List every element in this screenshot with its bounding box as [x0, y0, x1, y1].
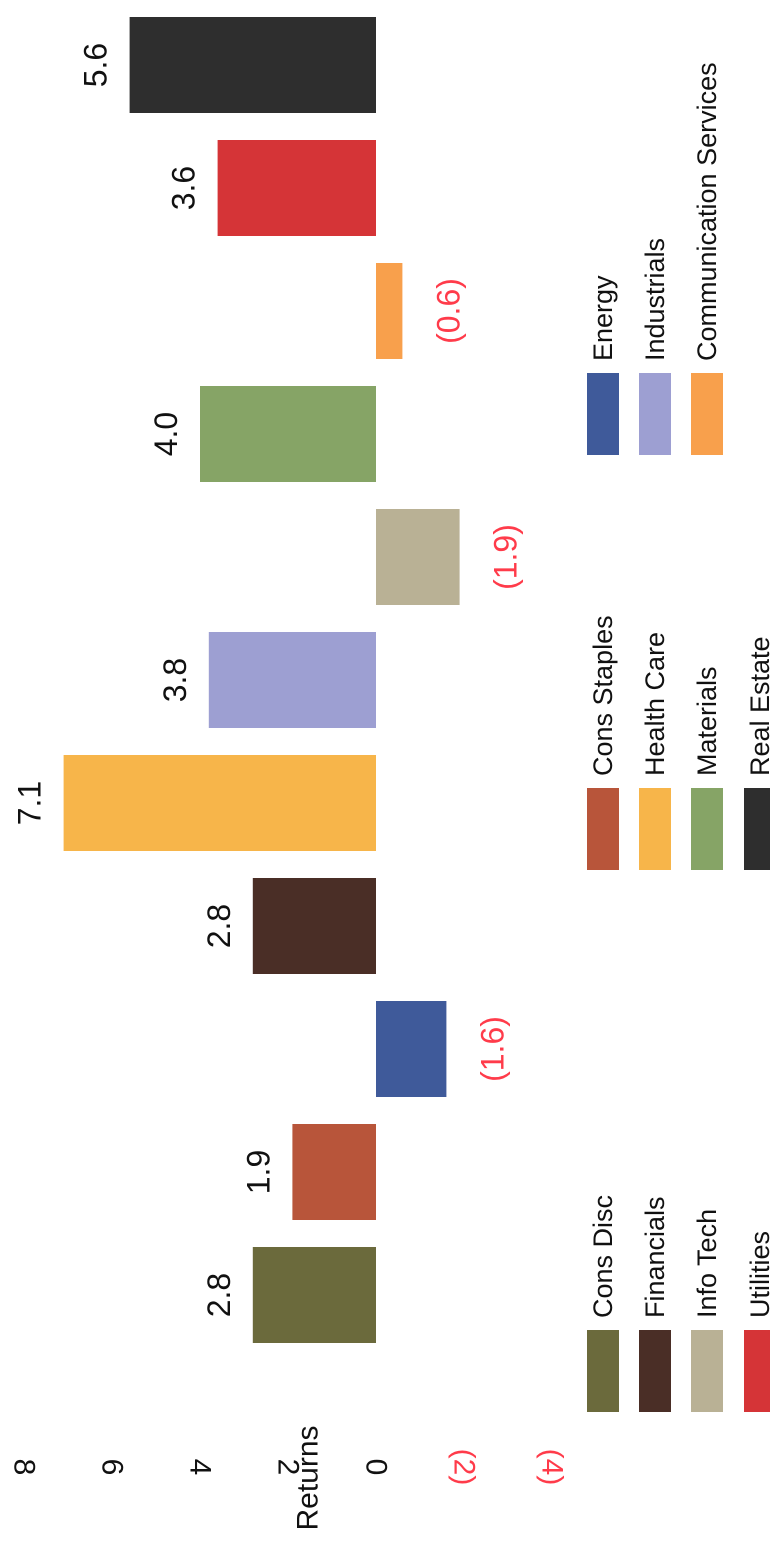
legend-swatch-industrials: [639, 373, 671, 455]
data-label: (1.6): [474, 1016, 510, 1082]
legend-label-info-tech: Info Tech: [692, 1209, 722, 1318]
legend-label-financials: Financials: [640, 1196, 670, 1318]
bar-materials: [200, 386, 376, 482]
legend-label-real-estate: Real Estate: [745, 636, 770, 776]
data-label: (0.6): [430, 278, 466, 344]
bar-utilities: [217, 140, 376, 236]
y-tick-label: 8: [8, 1459, 41, 1476]
y-tick-label: 6: [96, 1459, 129, 1476]
data-label: 2.8: [201, 1273, 237, 1317]
data-label: 2.8: [201, 904, 237, 948]
legend-swatch-real-estate: [744, 788, 770, 870]
data-label: 1.9: [240, 1150, 276, 1194]
legend-label-materials: Materials: [692, 666, 722, 776]
legend-swatch-communication-services: [691, 373, 723, 455]
data-label: 4.0: [148, 412, 184, 456]
legend-label-health-care: Health Care: [640, 632, 670, 776]
bar-energy: [376, 1001, 447, 1097]
bar-info-tech: [376, 509, 460, 605]
data-label: 7.1: [12, 781, 48, 825]
data-label: 5.6: [78, 43, 114, 87]
legend-swatch-materials: [691, 788, 723, 870]
legend-swatch-cons-staples: [587, 788, 619, 870]
legend-label-industrials: Industrials: [640, 238, 670, 361]
data-label: 3.6: [166, 166, 202, 210]
legend-swatch-info-tech: [691, 1330, 723, 1412]
legend-label-energy: Energy: [588, 275, 618, 361]
y-tick-label: (4): [536, 1449, 569, 1486]
legend-swatch-cons-disc: [587, 1330, 619, 1412]
bar-cons-staples: [292, 1124, 376, 1220]
legend-label-utilities: Utilities: [745, 1231, 770, 1318]
bar-industrials: [208, 632, 376, 728]
y-tick-label: 2: [272, 1459, 305, 1476]
bar-communication-services: [376, 263, 403, 359]
data-label: (1.9): [488, 524, 524, 590]
legend-label-communication-services: Communication Services: [692, 62, 722, 361]
legend-swatch-financials: [639, 1330, 671, 1412]
legend-swatch-health-care: [639, 788, 671, 870]
y-tick-label: (2): [448, 1449, 481, 1486]
y-tick-label: 0: [360, 1459, 393, 1476]
bar-real-estate: [129, 17, 376, 113]
legend-label-cons-disc: Cons Disc: [588, 1195, 618, 1318]
bar-financials: [252, 878, 376, 974]
legend-swatch-utilities: [744, 1330, 770, 1412]
data-label: 3.8: [157, 658, 193, 702]
legend-swatch-energy: [587, 373, 619, 455]
bar-cons-disc: [252, 1247, 376, 1343]
bar-health-care: [63, 755, 376, 851]
legend-label-cons-staples: Cons Staples: [588, 615, 618, 776]
y-axis-title: Returns: [292, 1425, 325, 1530]
y-tick-label: 4: [184, 1459, 217, 1476]
